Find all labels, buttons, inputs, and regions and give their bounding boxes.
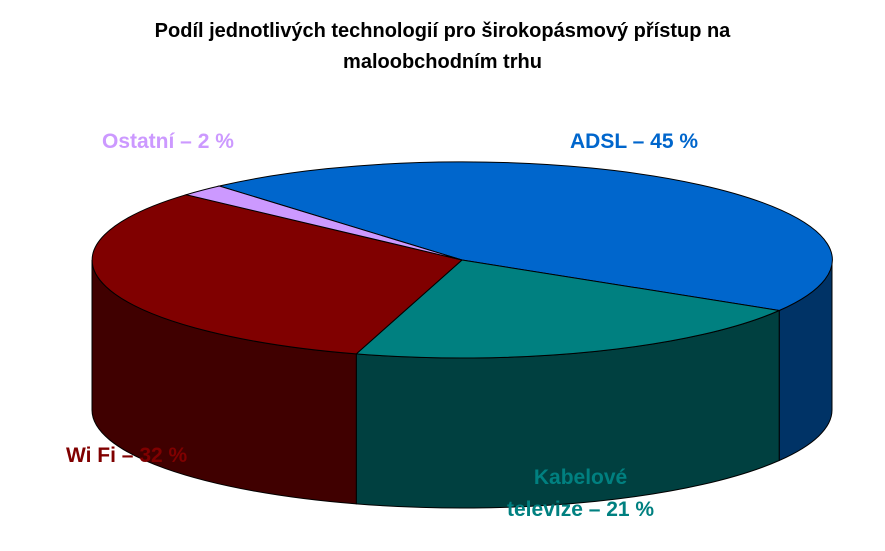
slice-label-kabelove-televize: Kabelové televize – 21 % xyxy=(507,462,654,526)
slice-label-kabelove-line-1: Kabelové xyxy=(533,466,628,489)
pie-slice-kabelove-televize xyxy=(355,259,781,359)
chart-title: Podíl jednotlivých technologií pro širok… xyxy=(0,16,885,78)
slice-label-kabelove-line-2: televize – 21 % xyxy=(507,498,655,521)
pie-slice-adsl xyxy=(217,161,833,312)
chart-title-line-1: Podíl jednotlivých technologií pro širok… xyxy=(154,20,731,42)
pie-slice-ostatni xyxy=(184,185,463,261)
slice-label-wifi: Wi Fi – 32 % xyxy=(66,440,187,472)
slice-label-wifi-line-1: Wi Fi – 32 % xyxy=(66,444,188,467)
slice-label-adsl: ADSL – 45 % xyxy=(570,126,698,158)
slice-label-ostatni-line-1: Ostatní – 2 % xyxy=(102,130,234,153)
pie-slice-wi-fi xyxy=(91,194,464,355)
slice-label-adsl-line-1: ADSL – 45 % xyxy=(570,130,698,153)
slice-label-ostatni: Ostatní – 2 % xyxy=(102,126,234,158)
chart-title-line-2: maloobchodním trhu xyxy=(343,51,542,73)
